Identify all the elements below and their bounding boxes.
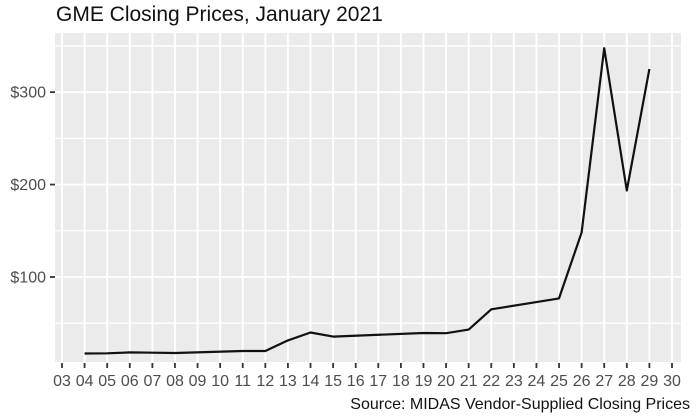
x-axis-tick-label: 17: [369, 373, 387, 390]
plot-panel: [55, 33, 681, 362]
x-axis-tick-label: 24: [528, 373, 546, 390]
x-axis-tick-label: 25: [550, 373, 568, 390]
x-axis-tick-label: 29: [641, 373, 659, 390]
source-caption: Source: MIDAS Vendor-Supplied Closing Pr…: [350, 396, 690, 413]
x-axis-tick-label: 11: [234, 373, 251, 390]
x-axis-tick-label: 16: [347, 373, 365, 390]
y-axis-tick-label: $100: [10, 269, 46, 286]
x-axis-tick-label: 04: [76, 373, 94, 390]
x-axis-tick-label: 27: [595, 373, 613, 390]
x-axis-tick-label: 08: [166, 373, 184, 390]
x-axis-tick-label: 15: [324, 373, 342, 390]
x-axis-tick-label: 14: [302, 373, 320, 390]
x-axis-tick-label: 07: [143, 373, 161, 390]
x-axis-tick-label: 23: [505, 373, 523, 390]
x-axis-tick-label: 21: [460, 373, 478, 390]
x-axis-tick-label: 09: [189, 373, 207, 390]
x-axis-tick-label: 26: [573, 373, 591, 390]
x-axis-tick-label: 10: [211, 373, 229, 390]
price-line-series: [84, 47, 651, 355]
x-axis-tick-label: 30: [663, 373, 681, 390]
chart-title: GME Closing Prices, January 2021: [56, 3, 383, 26]
x-axis-tick-label: 18: [392, 373, 410, 390]
x-axis-tick-label: 05: [98, 373, 116, 390]
y-axis-tick-label: $300: [10, 85, 46, 102]
x-axis-tick-label: 03: [53, 373, 71, 390]
x-axis-tick-label: 19: [415, 373, 433, 390]
x-axis-tick-label: 13: [279, 373, 297, 390]
x-axis-tick-label: 06: [121, 373, 139, 390]
x-axis-tick-label: 20: [437, 373, 455, 390]
y-axis-tick-label: $200: [10, 177, 46, 194]
x-axis-tick-label: 22: [482, 373, 500, 390]
x-axis-tick-label: 12: [256, 373, 274, 390]
x-axis-tick-label: 28: [618, 373, 636, 390]
